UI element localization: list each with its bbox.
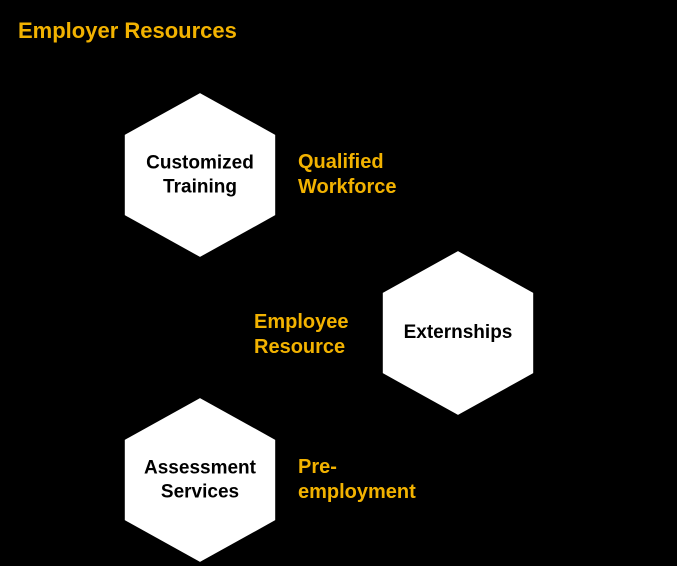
label-pre-employment: Pre- employment [298, 455, 416, 505]
hex-label-customized-training: Customized Training [128, 151, 272, 199]
label-qualified-workforce: Qualified Workforce [298, 150, 397, 200]
label-employee-resource: Employee Resource [254, 310, 348, 360]
hex-assessment-services: Assessment Services [120, 395, 280, 565]
page-title: Employer Resources [18, 18, 237, 44]
hex-label-externships: Externships [386, 321, 530, 345]
hex-label-assessment-services: Assessment Services [128, 456, 272, 504]
hex-externships: Externships [378, 248, 538, 418]
hex-customized-training: Customized Training [120, 90, 280, 260]
